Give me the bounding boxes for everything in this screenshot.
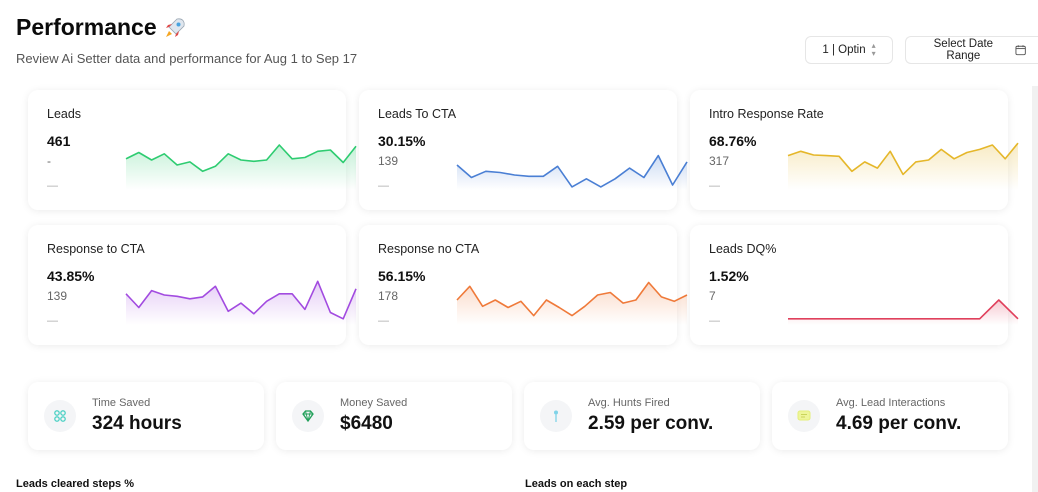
stat-label: Money Saved (340, 397, 408, 409)
optin-select-label: 1 | Optin (822, 44, 866, 56)
sparkline-area (788, 300, 1018, 325)
section-title-leads-on-each-step: Leads on each step (525, 478, 628, 490)
metric-value: 56.15% (378, 268, 426, 284)
sparkline-intro-response-rate (787, 142, 1019, 190)
metric-label: Response no CTA (378, 242, 480, 256)
metric-card-response-no-cta: Response no CTA 56.15% 178 — (359, 225, 688, 345)
optin-select[interactable]: 1 | Optin ▴ ▾ (805, 36, 893, 64)
sparkline-line (125, 280, 357, 320)
sparkline-area (788, 143, 1018, 190)
metric-dash: — (47, 180, 58, 192)
metric-sub: - (47, 154, 51, 168)
metric-value: 43.85% (47, 268, 95, 284)
metric-dash: — (378, 315, 389, 327)
page-header: Performance Review Ai Setter data and pe… (16, 14, 357, 66)
metric-card-response-to-cta: Response to CTA 43.85% 139 — (28, 225, 357, 345)
sparkline-area (457, 282, 687, 325)
sparkline-line (788, 299, 1019, 320)
stat-value: 2.59 per conv. (588, 413, 714, 434)
sparkline-line (456, 154, 688, 188)
sparkline-line (787, 142, 1019, 176)
stat-label: Avg. Lead Interactions (836, 397, 946, 409)
diamond-icon (292, 400, 324, 432)
sparkle-icon (44, 400, 76, 432)
metric-dash: — (47, 315, 58, 327)
date-range-label: Select Date Range (933, 38, 994, 62)
sparkline-leads-dq (788, 299, 1019, 325)
calendar-icon (1015, 45, 1026, 56)
chevron-updown-icon: ▴ ▾ (871, 41, 876, 58)
metric-sub: 139 (47, 289, 68, 303)
section-title-leads-cleared-steps: Leads cleared steps % (16, 478, 135, 490)
metric-card-leads-to-cta: Leads To CTA 30.15% 139 — (359, 90, 688, 210)
metric-label: Leads To CTA (378, 107, 457, 121)
rocket-icon (165, 17, 185, 37)
metric-value: 30.15% (378, 133, 426, 149)
sparkline-response-to-cta (125, 280, 357, 325)
chat-icon (788, 400, 820, 432)
metric-value: 461 (47, 133, 71, 149)
stat-value: 4.69 per conv. (836, 413, 962, 434)
stat-label: Time Saved (92, 397, 151, 409)
stat-value: $6480 (340, 413, 393, 434)
sparkline-area (457, 155, 687, 190)
metric-label: Leads (47, 107, 82, 121)
scrollbar[interactable] (1032, 86, 1038, 492)
page-subtitle: Review Ai Setter data and performance fo… (16, 51, 358, 66)
stat-card-avg-hunts-fired: Avg. Hunts Fired 2.59 per conv. (524, 382, 760, 450)
stat-card-avg-lead-interactions: Avg. Lead Interactions 4.69 per conv. (772, 382, 1008, 450)
page-title: Performance (16, 14, 357, 41)
stat-label: Avg. Hunts Fired (588, 397, 670, 409)
metric-label: Intro Response Rate (709, 107, 824, 121)
metric-sub: 139 (378, 154, 399, 168)
sparkline-leads (125, 144, 357, 190)
stat-value: 324 hours (92, 413, 182, 434)
metric-card-intro-response-rate: Intro Response Rate 68.76% 317 — (690, 90, 1019, 210)
metric-dash: — (709, 180, 720, 192)
date-range-button[interactable]: Select Date Range (905, 36, 1038, 64)
stat-card-money-saved: Money Saved $6480 (276, 382, 512, 450)
sparkline-line (456, 281, 688, 317)
sparkline-line (125, 144, 357, 173)
metric-label: Response to CTA (47, 242, 145, 256)
pin-icon (540, 400, 572, 432)
metric-value: 68.76% (709, 133, 757, 149)
sparkline-leads-to-cta (456, 154, 688, 190)
sparkline-area (126, 145, 356, 190)
metric-card-leads: Leads 461 - — (28, 90, 357, 210)
metric-sub: 317 (709, 154, 730, 168)
stat-card-time-saved: Time Saved 324 hours (28, 382, 264, 450)
metric-sub: 7 (709, 289, 716, 303)
metric-dash: — (378, 180, 389, 192)
page-title-text: Performance (16, 14, 157, 40)
metric-card-leads-dq: Leads DQ% 1.52% 7 — (690, 225, 1019, 345)
metric-sub: 178 (378, 289, 399, 303)
sparkline-response-no-cta (456, 281, 688, 325)
metric-label: Leads DQ% (709, 242, 777, 256)
metric-value: 1.52% (709, 268, 749, 284)
metric-dash: — (709, 315, 720, 327)
